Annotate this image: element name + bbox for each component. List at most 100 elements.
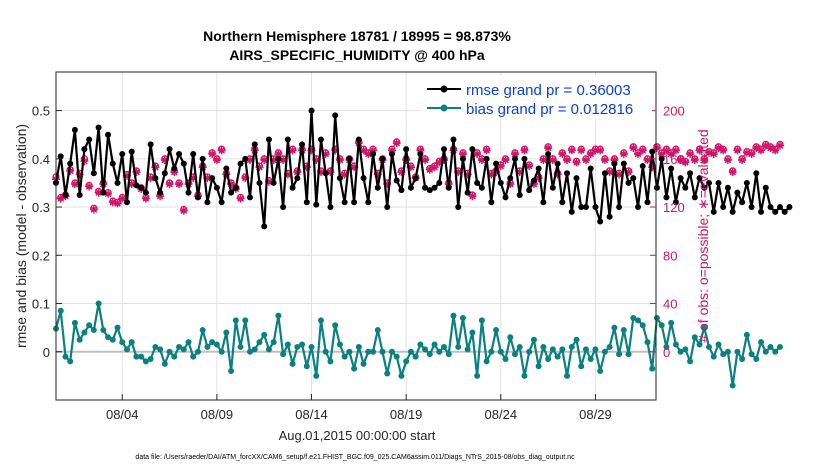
obs-evaluated-point [264, 177, 273, 186]
rmse-point [625, 179, 632, 186]
obs-evaluated-point [335, 156, 344, 164]
y-right-tick-label: 160 [663, 152, 685, 167]
bias-point [176, 343, 183, 350]
obs-evaluated-point [468, 192, 477, 201]
x-tick-label: 08/19 [390, 407, 423, 422]
rmse-point [530, 177, 537, 184]
bias-point [682, 346, 689, 353]
obs-evaluated-point [279, 156, 288, 164]
bias-point [194, 348, 201, 355]
bias-point [251, 346, 258, 353]
bias-point [606, 343, 613, 350]
rmse-point [668, 165, 675, 172]
obs-evaluated-point [326, 168, 335, 177]
bias-point [469, 329, 476, 336]
bias-point [232, 317, 239, 324]
rmse-point [265, 136, 272, 143]
rmse-point [687, 170, 694, 177]
obs-evaluated-point [321, 150, 330, 158]
rmse-point [464, 189, 471, 196]
bias-point [223, 329, 230, 336]
obs-evaluated-point [383, 180, 392, 189]
obs-evaluated-point [705, 148, 713, 157]
obs-evaluated-point [596, 146, 605, 155]
rmse-point [180, 160, 187, 167]
rmse-point [786, 204, 793, 211]
rmse-point [578, 204, 585, 211]
bias-point [95, 300, 102, 307]
rmse-point [658, 155, 665, 162]
rmse-point [119, 151, 126, 157]
bias-point [767, 343, 774, 350]
obs-evaluated-point [80, 157, 89, 166]
obs-evaluated-point [520, 146, 529, 155]
bias-point [601, 348, 608, 355]
rmse-point [327, 204, 334, 211]
x-axis-label: Aug.01,2015 00:00:00 start [279, 428, 436, 443]
rmse-point [62, 192, 69, 198]
rmse-point [313, 201, 320, 208]
bias-point [247, 348, 254, 355]
y-right-tick-label: 120 [663, 200, 685, 215]
rmse-point [734, 189, 741, 196]
bias-point [672, 341, 679, 348]
rmse-point [133, 182, 140, 189]
bias-point [582, 346, 589, 353]
rmse-point [355, 136, 362, 143]
bias-point [119, 339, 126, 346]
obs-evaluated-point [141, 194, 150, 203]
bias-point [635, 317, 642, 324]
obs-evaluated-point [359, 146, 368, 155]
obs-evaluated-point [487, 170, 496, 179]
bias-point [128, 339, 135, 346]
bias-point [748, 351, 755, 358]
obs-evaluated-point [544, 144, 553, 152]
rmse-point [384, 204, 391, 211]
bias-point [668, 319, 675, 326]
obs-evaluated-point [317, 168, 325, 177]
rmse-point [469, 146, 476, 153]
bias-point [426, 351, 433, 358]
rmse-point [772, 208, 779, 215]
rmse-point [398, 187, 405, 194]
obs-evaluated-point [723, 156, 732, 164]
obs-evaluated-point [563, 156, 571, 164]
rmse-point [549, 184, 556, 191]
rmse-point [455, 204, 462, 211]
axes-layer: 08/04 08/09 08/14 08/19 08/24 08/29 0 0.1 0.2 0.3… [32, 104, 685, 422]
rmse-point [762, 184, 769, 191]
legend-marker-rmse [440, 85, 448, 93]
rmse-point [450, 136, 457, 143]
obs-evaluated-point [567, 146, 576, 155]
plot-frame [55, 71, 657, 401]
rmse-point [582, 204, 589, 211]
bias-point [483, 358, 490, 365]
legend-marker-bias [440, 104, 448, 112]
bias-point [724, 348, 731, 355]
bias-point [308, 343, 315, 350]
rmse-point [412, 175, 419, 182]
bias-point [261, 331, 268, 338]
rmse-point [228, 189, 235, 196]
rmse-point [445, 184, 452, 191]
rmse-point [166, 146, 173, 153]
bias-point [275, 312, 282, 319]
obs-evaluated-point [236, 194, 245, 203]
rmse-point [649, 148, 656, 155]
rmse-point [251, 141, 258, 148]
x-tick-label: 08/24 [485, 407, 518, 422]
rmse-point [720, 204, 727, 211]
x-tick-label: 08/09 [201, 407, 234, 422]
bias-point [199, 327, 206, 334]
obs-evaluated-point [634, 150, 642, 158]
rmse-point [109, 160, 116, 167]
bias-point [100, 327, 107, 334]
bias-point [218, 348, 225, 355]
bias-point [412, 353, 419, 360]
obs-evaluated-point [217, 146, 226, 155]
obs-evaluated-point [312, 156, 321, 164]
rmse-point [199, 155, 206, 162]
rmse-point [171, 165, 178, 172]
bias-point [696, 341, 703, 348]
obs-evaluated-point [340, 170, 349, 179]
